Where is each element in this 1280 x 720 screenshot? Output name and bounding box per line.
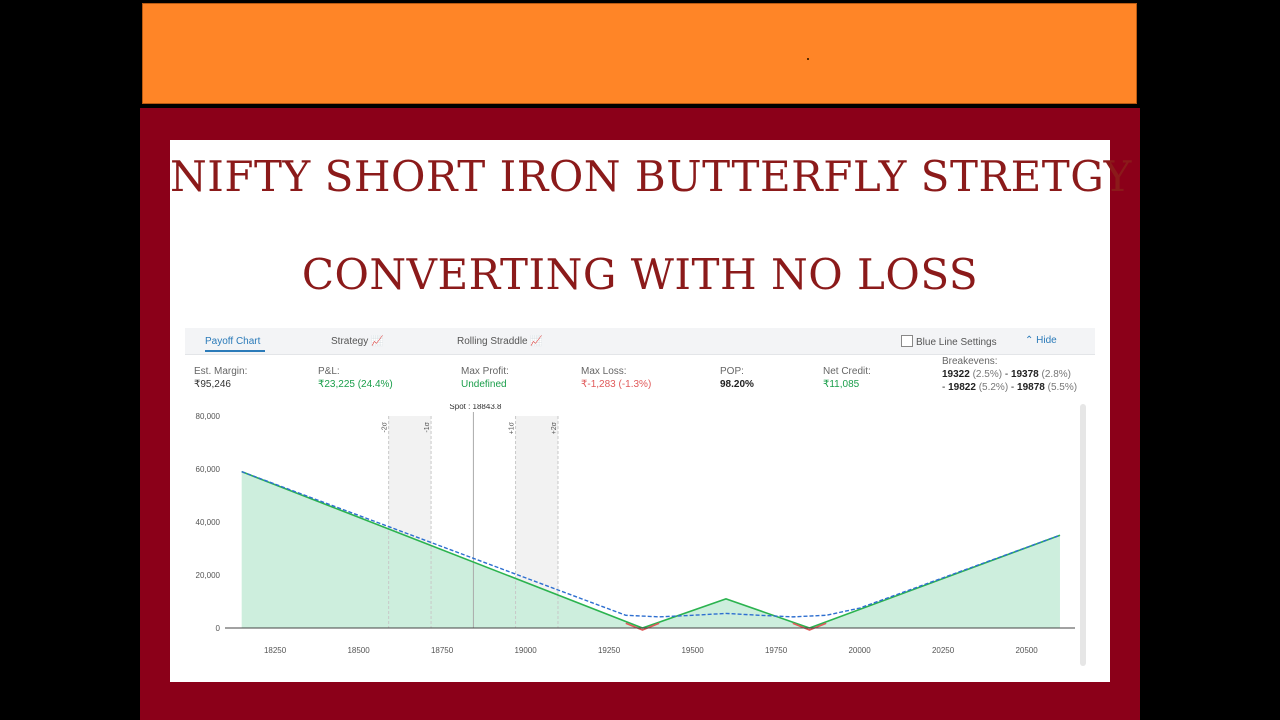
stat-pop: POP: 98.20%: [720, 366, 754, 390]
stat-net-credit: Net Credit: ₹11,085: [823, 366, 871, 390]
stat-pnl: P&L: ₹23,225 (24.4%): [318, 366, 393, 390]
stats-row: Est. Margin: ₹95,246 P&L: ₹23,225 (24.4%…: [185, 356, 1095, 408]
loss-segment-right: [792, 622, 827, 631]
stat-value: ₹-1,283 (-1.3%): [581, 379, 652, 390]
breakeven-pct: (5.5%): [1047, 382, 1078, 393]
stat-margin: Est. Margin: ₹95,246: [194, 366, 247, 390]
chart-trend-icon: 📈: [371, 336, 384, 347]
active-tab-underline: [205, 350, 265, 352]
x-tick-label: 19750: [765, 646, 788, 655]
x-tick-label: 19000: [514, 646, 537, 655]
stat-label: Max Loss:: [581, 366, 627, 377]
chart-trend-icon: 📈: [530, 336, 543, 347]
y-tick-label: 40,000: [196, 518, 221, 527]
stat-value: ₹95,246: [194, 379, 231, 390]
breakeven-pct: (2.8%): [1041, 369, 1071, 380]
hide-button[interactable]: ⌃ Hide: [1025, 335, 1057, 346]
tab-strategy[interactable]: Strategy 📈: [331, 336, 383, 347]
y-tick-label: 0: [216, 624, 221, 633]
title-line-2: CONVERTING WITH NO LOSS: [301, 250, 979, 299]
blue-line-checkbox[interactable]: [901, 335, 913, 347]
breakeven-pct: (5.2%): [978, 382, 1009, 393]
x-tick-label: 20000: [848, 646, 871, 655]
tab-rolling-straddle[interactable]: Rolling Straddle 📈: [457, 336, 543, 347]
hide-label: Hide: [1036, 335, 1057, 346]
banner-dot: [807, 58, 809, 60]
sigma-label: +1σ: [509, 421, 516, 434]
breakeven-value: 19378: [1010, 369, 1039, 380]
spot-label: Spot : 18843.8: [449, 404, 502, 411]
chevron-up-circle-icon: ⌃: [1025, 335, 1034, 346]
sigma-label: +2σ: [551, 421, 558, 434]
x-tick-label: 20250: [932, 646, 955, 655]
y-tick-label: 60,000: [196, 465, 221, 474]
blue-line-settings[interactable]: Blue Line Settings: [901, 335, 997, 348]
breakeven-line-2: - 19822 (5.2%) - 19878 (5.5%): [942, 382, 1078, 393]
x-tick-label: 18250: [264, 646, 287, 655]
y-tick-label: 80,000: [196, 412, 221, 421]
stat-label: P&L:: [318, 366, 340, 377]
x-tick-label: 19250: [598, 646, 621, 655]
breakeven-value: 19822: [948, 382, 976, 393]
x-tick-label: 18500: [347, 646, 370, 655]
stat-label: Max Profit:: [461, 366, 509, 377]
scrollbar[interactable]: [1080, 404, 1086, 666]
stat-label: Net Credit:: [823, 366, 871, 377]
breakeven-line-1: 19322 (2.5%) - 19378 (2.8%): [942, 369, 1071, 380]
stat-breakevens: Breakevens: 19322 (2.5%) - 19378 (2.8%) …: [942, 356, 1077, 393]
stat-value: ₹23,225 (24.4%): [318, 379, 393, 390]
expiry-payoff-line: [241, 470, 1061, 629]
x-tick-label: 18750: [431, 646, 454, 655]
target-day-line: [241, 470, 1061, 618]
tab-bar: Payoff Chart Strategy 📈 Rolling Straddle…: [185, 328, 1095, 355]
y-tick-label: 20,000: [196, 571, 221, 580]
stat-max-loss: Max Loss: ₹-1,283 (-1.3%): [581, 366, 651, 390]
stat-label: Est. Margin:: [194, 366, 248, 377]
payoff-widget: Payoff Chart Strategy 📈 Rolling Straddle…: [185, 328, 1095, 680]
breakeven-value: 19878: [1017, 382, 1045, 393]
payoff-chart: -2σ -1σ +1σ +2σ Spot : 18843.8 18250 18500 1875…: [196, 404, 1075, 655]
breakeven-value: 19322: [942, 369, 970, 380]
x-tick-label: 20500: [1015, 646, 1038, 655]
stat-max-profit: Max Profit: Undefined: [461, 366, 509, 390]
payoff-area: [241, 471, 1060, 628]
sigma-label: -2σ: [382, 421, 389, 432]
sigma-label: -1σ: [424, 421, 431, 432]
x-tick-label: 19500: [681, 646, 704, 655]
top-banner: [142, 3, 1137, 104]
title-line-1: NIFTY SHORT IRON BUTTERFLY STRETGY: [170, 152, 1132, 201]
stat-value: 98.20%: [720, 379, 754, 390]
stat-label: POP:: [720, 366, 744, 377]
loss-segment-left: [625, 622, 660, 631]
tab-rolling-label: Rolling Straddle: [457, 336, 528, 347]
breakeven-pct: (2.5%): [972, 369, 1003, 380]
stat-value: ₹11,085: [823, 379, 860, 390]
stat-label: Breakevens:: [942, 356, 998, 367]
blue-line-label: Blue Line Settings: [916, 337, 997, 348]
stat-value: Undefined: [461, 379, 507, 390]
tab-strategy-label: Strategy: [331, 336, 369, 347]
content-card: NIFTY SHORT IRON BUTTERFLY STRETGY CONVE…: [170, 140, 1132, 682]
tab-payoff-chart[interactable]: Payoff Chart: [205, 336, 261, 347]
